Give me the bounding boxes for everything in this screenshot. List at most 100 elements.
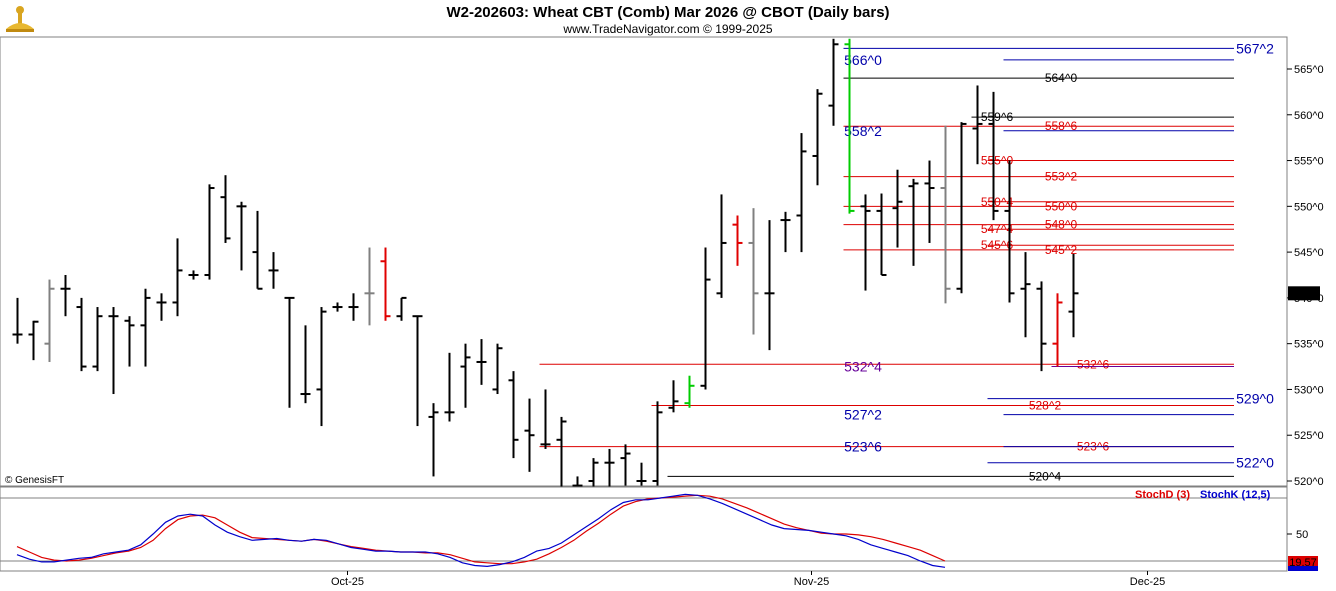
y-tick-label: 560^0 (1294, 110, 1324, 122)
ohlc-bar (748, 208, 759, 335)
ohlc-bar (300, 325, 311, 404)
ohlc-bar (252, 210, 263, 290)
legend-stochk: StochK (12,5) (1200, 489, 1271, 501)
stochd-last-box (1288, 556, 1318, 568)
ohlc-bar (316, 307, 327, 427)
time-axis: Oct-25 Nov-25 Dec-25 (331, 571, 1165, 588)
ohlc-bar (860, 194, 871, 291)
ohlc-bar (556, 416, 567, 491)
price-level-label: 545^2 (1045, 243, 1078, 257)
ohlc-bar (284, 296, 295, 408)
ohlc-bar (1020, 252, 1031, 338)
stochk-line (16, 493, 946, 568)
chart-subtitle: www.TradeNavigator.com © 1999-2025 (562, 22, 772, 36)
ohlc-bar (348, 293, 359, 321)
price-level-label: 529^0 (1236, 391, 1274, 407)
price-panel (0, 36, 1288, 487)
ohlc-bar (380, 247, 391, 321)
price-level-label: 528^2 (1029, 398, 1062, 412)
ohlc-bar (268, 252, 279, 289)
ohlc-bar (636, 462, 647, 486)
price-level-label: 559^6 (981, 110, 1014, 124)
y-tick-label: 525^0 (1294, 430, 1324, 442)
ohlc-bar (204, 184, 215, 280)
ohlc-bar (28, 320, 39, 361)
y-tick-label: 545^0 (1294, 247, 1324, 259)
ohlc-bar (540, 389, 551, 449)
ohlc-bar (1036, 281, 1047, 372)
y-tick-label: 550^0 (1294, 201, 1324, 213)
ohlc-bar (908, 178, 919, 266)
ohlc-bar (92, 307, 103, 372)
stochastic-lines-layer (0, 493, 1287, 568)
y-tick-label: 555^0 (1294, 156, 1324, 168)
ohlc-bar (892, 169, 903, 248)
ohlc-bar (156, 293, 167, 321)
ohlc-bar (956, 122, 967, 294)
price-level-label: 558^2 (844, 123, 882, 139)
price-level-label: 555^0 (981, 154, 1014, 168)
x-tick-label: Dec-25 (1130, 576, 1165, 588)
y-tick-label: 565^0 (1294, 64, 1324, 76)
ohlc-bar (108, 307, 119, 395)
ohlc-bar (1052, 293, 1063, 367)
ohlc-bar (460, 343, 471, 408)
last-price-box (1288, 286, 1320, 301)
ohlc-bar (588, 458, 599, 491)
ohlc-bar (988, 91, 999, 221)
ohlc-bar (76, 297, 87, 372)
price-level-label: 527^2 (844, 407, 882, 423)
ohlc-bar (972, 85, 983, 165)
ohlc-bar (172, 238, 183, 317)
ohlc-bar (444, 352, 455, 422)
ohlc-bar (476, 339, 487, 385)
ohlc-bar (1004, 160, 1015, 303)
ohlc-bar (716, 194, 727, 298)
last-price-label: 540^4 (1289, 288, 1319, 300)
price-levels-layer: 567^2 566^0 564^0 559^6 558^6 558^2 555^0 553^2… (539, 40, 1274, 483)
ohlc-bar (1068, 253, 1079, 338)
price-level-label: 567^2 (1236, 40, 1274, 56)
ohlc-bar (924, 160, 935, 243)
price-axis: 565^0560^0555^0550^0545^0540^0535^0530^0… (1287, 64, 1324, 488)
y-tick-label: 530^0 (1294, 384, 1324, 396)
price-level-label: 550^4 (981, 195, 1014, 209)
ohlc-bar (828, 38, 839, 126)
ohlc-bar (220, 175, 231, 243)
y-tick-label: 535^0 (1294, 339, 1324, 351)
price-level-label: 548^0 (1045, 218, 1078, 232)
stochastic-panel (0, 486, 1288, 572)
ohlc-bar (812, 89, 823, 186)
app-logo (4, 3, 34, 33)
price-level-label: 550^0 (1045, 199, 1078, 213)
ohlc-bar (780, 211, 791, 253)
ohlc-bar (732, 215, 743, 266)
price-level-label: 545^6 (981, 238, 1014, 252)
ohlc-bar (652, 401, 663, 486)
ohlc-bar (796, 133, 807, 253)
ohlc-bar (844, 38, 855, 214)
ohlc-bar (524, 398, 535, 472)
price-level-label: 564^0 (1045, 71, 1078, 85)
price-level-label: 532^6 (1077, 357, 1110, 371)
ohlc-bar (428, 403, 439, 477)
ohlc-bar (684, 375, 695, 408)
legend-stochd: StochD (3) (1135, 489, 1190, 501)
ohlc-bar (364, 247, 375, 326)
price-bars-layer (12, 38, 1079, 491)
ohlc-bar (876, 193, 887, 276)
ohlc-bar (44, 279, 55, 362)
stochd-line (16, 494, 946, 565)
price-level-label: 553^2 (1045, 170, 1078, 184)
x-tick-label: Oct-25 (331, 576, 364, 588)
chart-header: W2-202603: Wheat CBT (Comb) Mar 2026 @ C… (4, 3, 890, 36)
stoch-tick-label: 50 (1296, 529, 1308, 541)
y-tick-label: 520^0 (1294, 476, 1324, 488)
price-level-label: 558^6 (1045, 119, 1078, 133)
ohlc-bar (188, 270, 199, 280)
chart-title: W2-202603: Wheat CBT (Comb) Mar 2026 @ C… (446, 4, 889, 21)
ohlc-bar (332, 302, 343, 312)
ohlc-bar (60, 275, 71, 317)
ohlc-bar (668, 380, 679, 413)
